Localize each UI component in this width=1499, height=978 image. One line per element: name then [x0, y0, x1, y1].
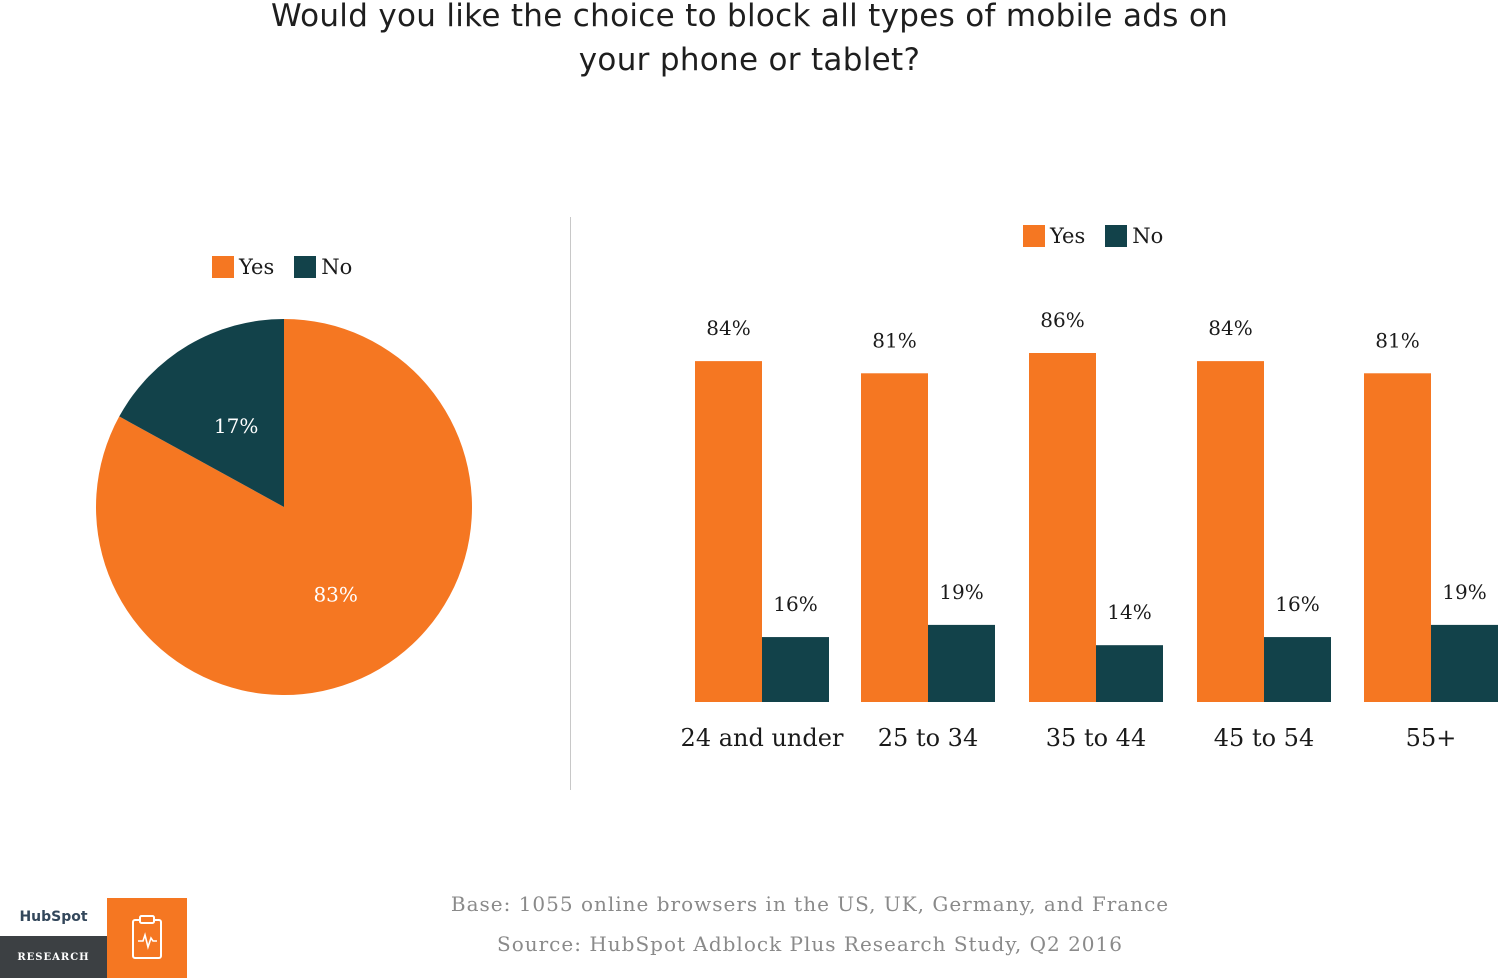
legend-swatch-no	[1105, 225, 1128, 247]
pie-legend: Yes No	[212, 255, 372, 279]
legend-label-yes: Yes	[239, 255, 275, 279]
bar-value-label-no-1: 19%	[939, 580, 983, 604]
legend-label-yes: Yes	[1050, 224, 1086, 248]
bar-value-label-yes-1: 81%	[872, 328, 916, 352]
bar-no-3	[1264, 637, 1331, 702]
x-tick-label-4: 55+	[1406, 724, 1457, 752]
bar-value-label-yes-2: 86%	[1040, 308, 1084, 332]
bar-legend-no: No	[1105, 224, 1163, 248]
bar-value-label-yes-0: 84%	[706, 316, 750, 340]
legend-swatch-yes	[1023, 225, 1045, 247]
bar-yes-2	[1029, 353, 1096, 702]
bar-no-1	[928, 624, 995, 702]
pie-legend-no: No	[294, 255, 352, 279]
bar-value-label-yes-4: 81%	[1375, 328, 1419, 352]
legend-label-no: No	[321, 255, 353, 279]
bar-yes-4	[1364, 373, 1431, 702]
bar-yes-3	[1197, 361, 1264, 702]
chart-divider	[570, 217, 571, 790]
x-tick-label-0: 24 and under	[681, 724, 844, 752]
pie-label-yes: 83%	[313, 582, 357, 606]
footer-source: Source: HubSpot Adblock Plus Research St…	[497, 932, 1123, 956]
bar-value-label-no-3: 16%	[1275, 592, 1319, 616]
title-line-1: Would you like the choice to block all t…	[270, 0, 1229, 34]
bar-no-2	[1096, 645, 1163, 702]
pie-slice-no	[119, 319, 285, 507]
x-tick-label-1: 25 to 34	[878, 724, 978, 752]
bar-no-4	[1431, 624, 1498, 702]
logo-brand: HubSpot	[0, 898, 107, 936]
pie-legend-yes: Yes	[212, 255, 274, 279]
bar-legend-yes: Yes	[1023, 224, 1085, 248]
legend-label-no: No	[1132, 224, 1164, 248]
title-line-2: your phone or tablet?	[578, 42, 921, 78]
clipboard-pulse-icon	[107, 898, 187, 978]
bar-value-label-no-0: 16%	[773, 592, 817, 616]
bar-legend: Yes No	[1023, 224, 1183, 248]
bar-yes-0	[695, 361, 762, 702]
pie-label-no: 17%	[214, 414, 258, 438]
bar-value-label-no-2: 14%	[1107, 600, 1151, 624]
bar-no-0	[762, 637, 829, 702]
bar-yes-1	[861, 373, 928, 702]
legend-swatch-yes	[212, 256, 234, 278]
chart-title: Would you like the choice to block all t…	[0, 0, 1499, 82]
logo-label: RESEARCH	[0, 936, 107, 978]
x-tick-label-3: 45 to 54	[1214, 724, 1314, 752]
x-tick-label-2: 35 to 44	[1046, 724, 1146, 752]
bar-value-label-yes-3: 84%	[1208, 316, 1252, 340]
hubspot-research-logo: HubSpot RESEARCH	[0, 898, 107, 978]
legend-swatch-no	[294, 256, 317, 278]
footer-base: Base: 1055 online browsers in the US, UK…	[450, 892, 1170, 916]
bar-value-label-no-4: 19%	[1442, 580, 1486, 604]
